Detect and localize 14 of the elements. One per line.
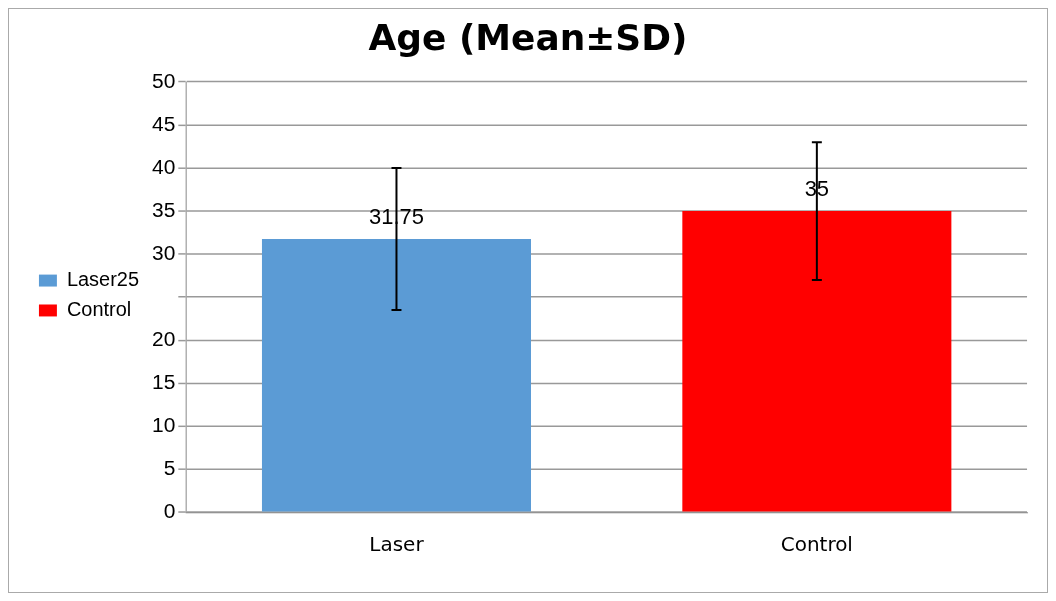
y-tick-label: 10 xyxy=(152,413,176,436)
y-tick-label: 50 xyxy=(152,68,176,92)
y-tick-label: 15 xyxy=(152,369,176,393)
y-tick-label: 35 xyxy=(152,197,176,221)
legend-label: Control xyxy=(66,297,132,320)
chart-title: Age (Mean±SD) xyxy=(368,16,688,58)
y-tick-label: 30 xyxy=(152,240,176,264)
y-tick-label: 0 xyxy=(163,499,176,523)
y-tick-label: 45 xyxy=(152,111,176,135)
y-tick-label: 20 xyxy=(152,326,176,350)
legend-label: Laser25 xyxy=(66,268,139,291)
y-tick-label: 5 xyxy=(163,456,176,480)
x-tick-label: Laser xyxy=(369,532,425,557)
y-tick-label: 40 xyxy=(152,154,176,178)
